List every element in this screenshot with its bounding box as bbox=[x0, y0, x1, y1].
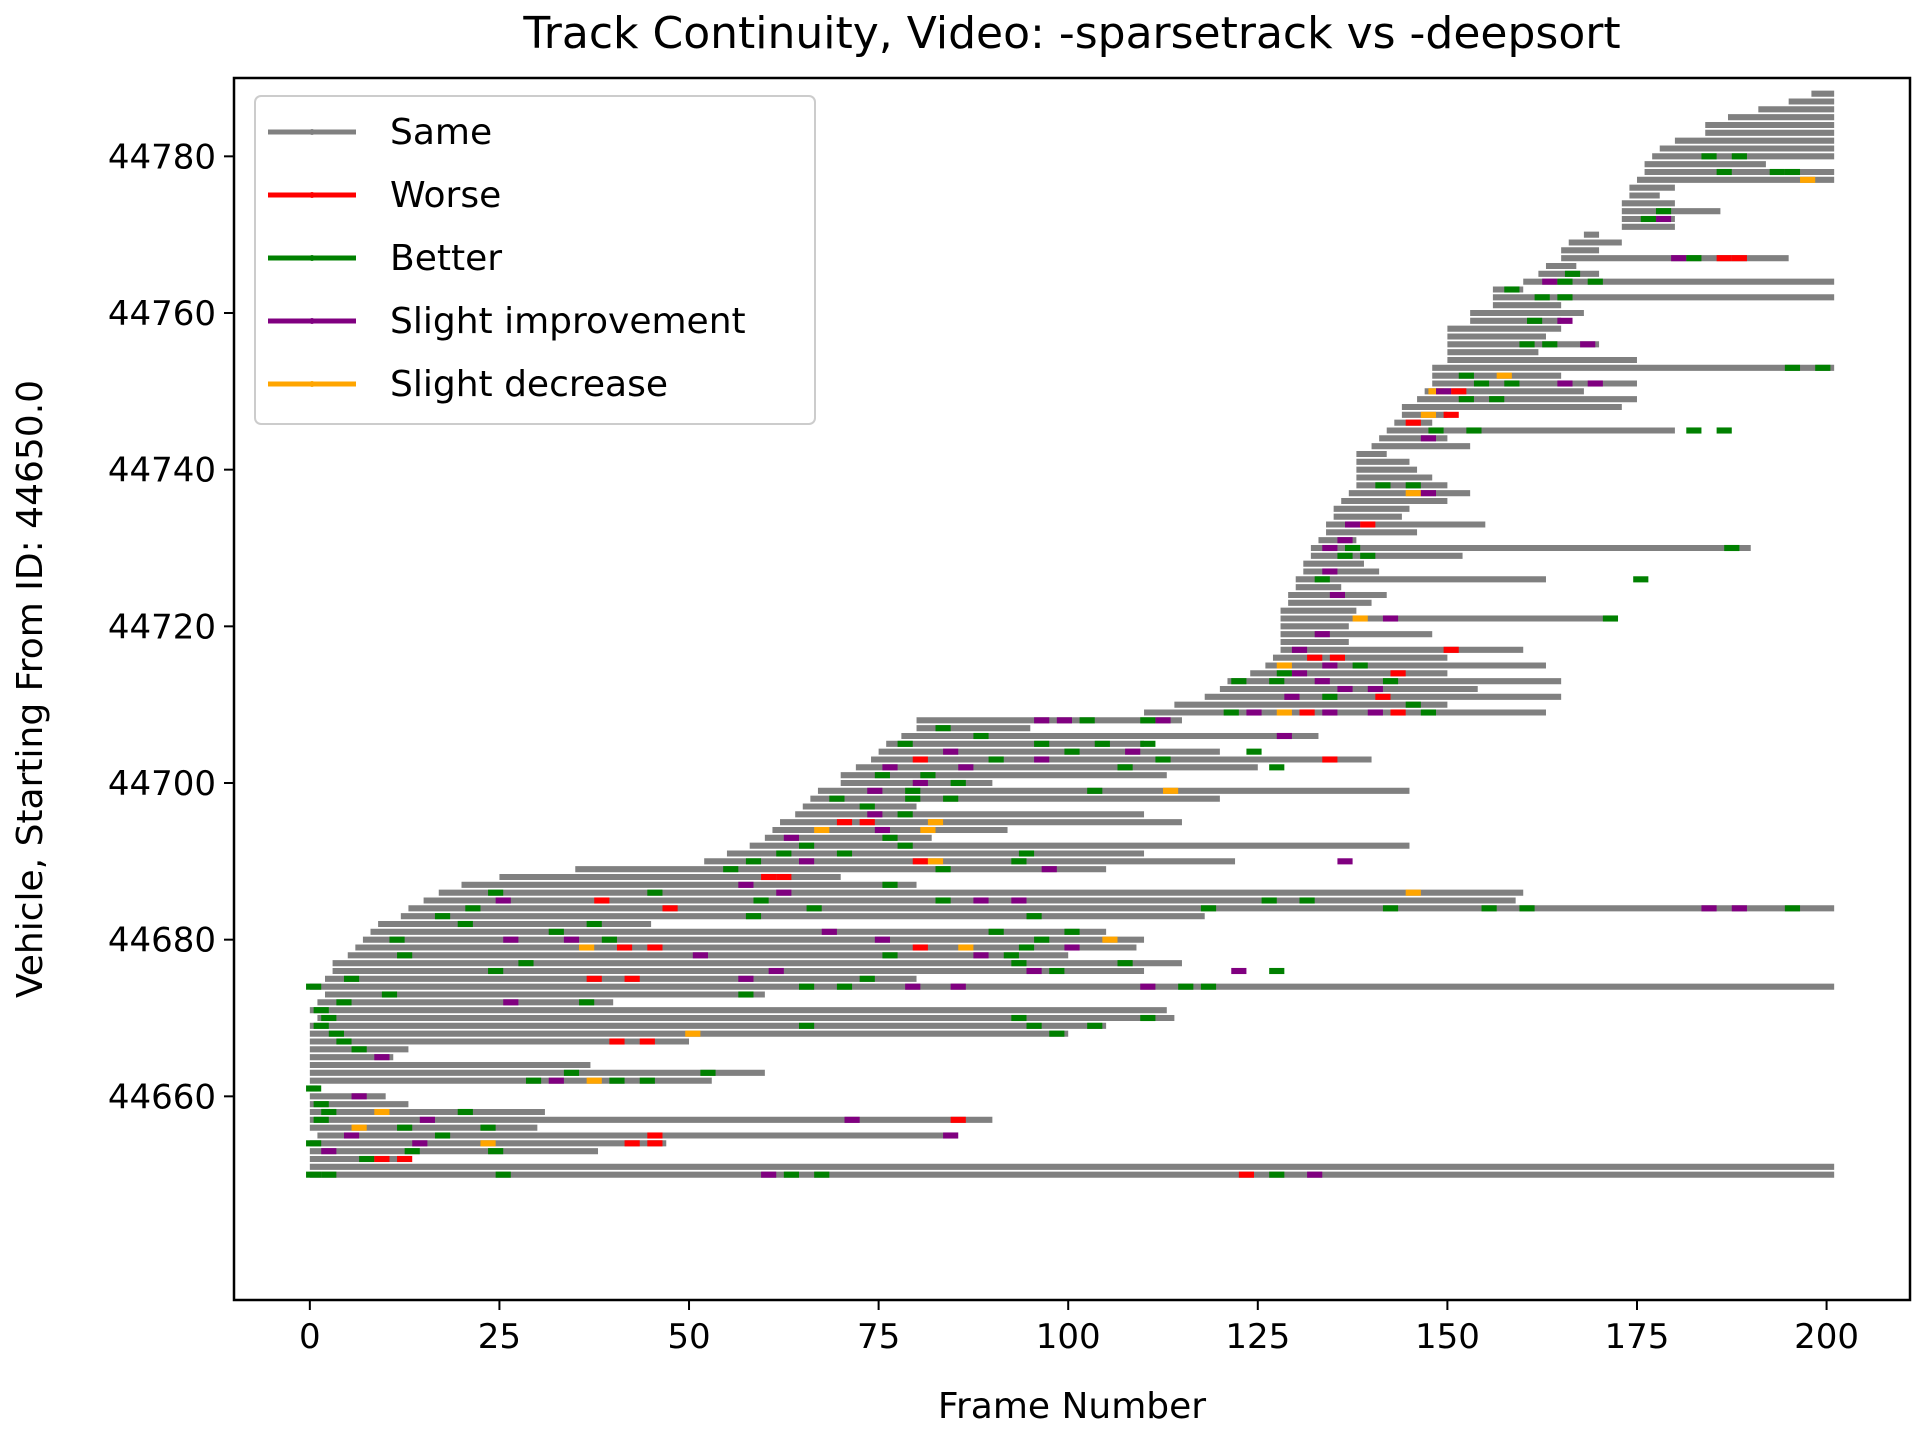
legend-item-better: Better bbox=[268, 238, 502, 279]
x-tick-label: 0 bbox=[299, 1317, 321, 1357]
y-tick-label: 44760 bbox=[108, 294, 216, 334]
legend-label: Same bbox=[390, 112, 492, 153]
y-axis: 44660 44680 44700 44720 44740 44760 44780 bbox=[108, 137, 234, 1117]
legend-item-decrease: Slight decrease bbox=[268, 364, 668, 405]
legend-marker bbox=[309, 129, 315, 135]
legend-item-worse: Worse bbox=[268, 175, 501, 216]
legend-marker bbox=[309, 192, 315, 198]
y-tick-label: 44680 bbox=[108, 921, 216, 961]
x-axis: 0 25 50 75 100 125 150 175 200 bbox=[299, 1300, 1859, 1357]
chart-title: Track Continuity, Video: -sparsetrack vs… bbox=[522, 8, 1620, 59]
legend-item-slight: Slight improvement bbox=[268, 301, 746, 342]
legend-label: Slight decrease bbox=[390, 364, 668, 405]
x-tick-label: 50 bbox=[667, 1317, 710, 1357]
legend-marker bbox=[309, 255, 315, 261]
x-tick-label: 200 bbox=[1794, 1317, 1859, 1357]
x-tick-label: 25 bbox=[478, 1317, 521, 1357]
x-tick-label: 125 bbox=[1225, 1317, 1290, 1357]
x-tick-label: 100 bbox=[1036, 1317, 1101, 1357]
y-tick-label: 44740 bbox=[108, 451, 216, 491]
legend-label: Worse bbox=[390, 175, 501, 216]
legend-label: Slight improvement bbox=[390, 301, 746, 342]
legend: Same Worse Better Slight improvement Slight … bbox=[254, 95, 816, 425]
legend-item-same: Same bbox=[268, 112, 492, 153]
x-tick-label: 75 bbox=[857, 1317, 900, 1357]
legend-box bbox=[254, 95, 816, 425]
legend-marker bbox=[309, 381, 315, 387]
plot-frame bbox=[232, 76, 1912, 1302]
x-tick-label: 150 bbox=[1415, 1317, 1480, 1357]
legend-marker bbox=[309, 318, 315, 324]
y-axis-title: Vehicle, Starting From ID: 44650.0 bbox=[10, 380, 51, 998]
x-axis-title: Frame Number bbox=[938, 1386, 1206, 1427]
legend-label: Better bbox=[390, 238, 502, 279]
y-tick-label: 44660 bbox=[108, 1077, 216, 1117]
y-tick-label: 44720 bbox=[108, 607, 216, 647]
plot-area bbox=[306, 90, 1835, 1178]
x-tick-label: 175 bbox=[1605, 1317, 1670, 1357]
y-tick-label: 44780 bbox=[108, 137, 216, 177]
y-tick-label: 44700 bbox=[108, 764, 216, 804]
